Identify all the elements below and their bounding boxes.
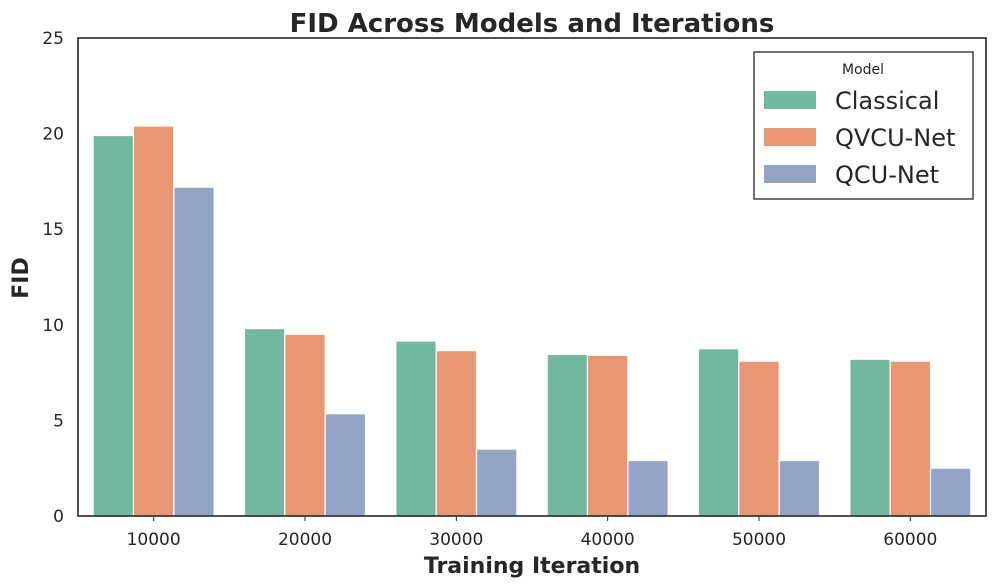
legend: Model Classical QVCU-Net QCU-Net	[753, 51, 974, 200]
legend-label: Classical	[835, 87, 939, 115]
y-tick-label: 15	[42, 220, 64, 240]
bar-classical-10000	[92, 134, 135, 517]
chart-title: FID Across Models and Iterations	[290, 9, 775, 39]
bar-qvcu-net-10000	[132, 125, 175, 517]
bar-qcu-net-10000	[173, 186, 215, 517]
legend-label: QCU-Net	[835, 161, 939, 189]
y-axis-label: FID	[9, 257, 34, 298]
legend-title: Model	[842, 62, 884, 78]
bar-qcu-net-30000	[475, 448, 518, 517]
x-axis-ticks: 10000 20000 30000 40000 50000 60000	[127, 516, 937, 550]
x-tick-label: 40000	[581, 530, 635, 550]
bar-qvcu-net-50000	[738, 360, 780, 517]
bar-qcu-net-50000	[778, 459, 821, 517]
legend-swatch	[764, 91, 816, 109]
bar-classical-20000	[243, 328, 286, 517]
legend-label: QVCU-Net	[835, 124, 955, 152]
x-tick-label: 20000	[278, 530, 332, 550]
y-tick-label: 5	[53, 411, 64, 431]
y-tick-label: 10	[42, 316, 64, 336]
x-tick-label: 10000	[127, 530, 181, 550]
bars	[92, 125, 972, 517]
bar-qcu-net-20000	[324, 413, 367, 517]
bar-classical-50000	[697, 348, 740, 517]
y-axis-ticks: 0 5 10 15 20 25	[42, 29, 64, 527]
plot-frame	[77, 37, 987, 517]
bar-qcu-net-60000	[929, 467, 972, 517]
bar-qvcu-net-30000	[435, 350, 478, 517]
y-tick-label: 0	[53, 507, 64, 527]
bar-classical-30000	[395, 340, 437, 517]
bar-qvcu-net-40000	[586, 354, 629, 517]
legend-swatch	[764, 165, 816, 183]
y-tick-label: 25	[42, 29, 64, 49]
bar-qcu-net-40000	[627, 459, 669, 517]
x-tick-label: 30000	[429, 530, 483, 550]
legend-swatch	[764, 128, 816, 146]
bar-qvcu-net-20000	[284, 333, 326, 517]
y-tick-label: 20	[42, 125, 64, 145]
bar-qvcu-net-60000	[889, 360, 932, 517]
bar-classical-40000	[546, 353, 589, 517]
x-tick-label: 60000	[883, 530, 937, 550]
bar-classical-60000	[849, 358, 891, 517]
x-tick-label: 50000	[732, 530, 786, 550]
x-axis-label: Training Iteration	[424, 554, 640, 579]
